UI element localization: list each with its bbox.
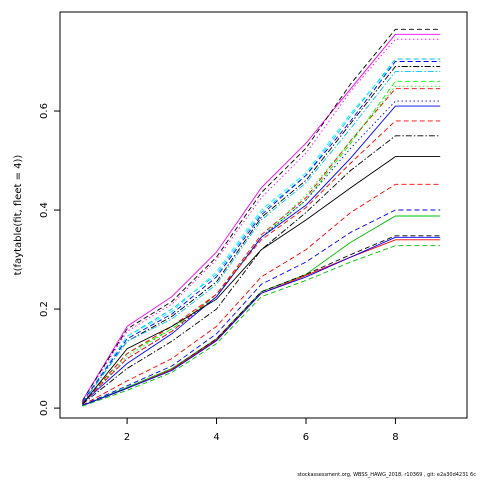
footnote: stockassessment.org, WBSS_HAWG_2018, r10… [297,472,476,478]
x-tick-label: 8 [392,432,398,443]
series-line-6 [82,61,441,403]
series-line-4 [82,58,441,403]
series-line-10 [82,88,441,404]
series-line-19 [82,215,441,407]
series-line-8 [82,70,441,404]
x-tick-label: 6 [303,432,309,443]
series-line-9 [82,80,441,404]
series-layer [82,28,441,407]
y-axis-title: t(faytable(fit, fleet = 4)) [13,155,24,276]
series-line-16 [82,156,441,405]
series-line-17 [82,183,441,406]
x-tick-label: 4 [213,432,219,443]
series-line-15 [82,135,441,405]
x-tick-label: 2 [124,432,130,443]
y-axis: 0.0 0.2 0.4 0.6 [39,103,60,416]
series-line-18 [82,209,441,406]
series-line-7 [82,66,441,404]
series-line-13 [82,105,441,404]
series-line-21 [82,239,441,407]
series-line-1 [82,33,441,401]
series-line-11 [82,85,441,404]
series-line-2 [82,28,441,401]
y-tick-label: 0.2 [39,301,50,317]
y-tick-label: 0.4 [39,202,50,218]
y-tick-label: 0.6 [39,103,50,119]
y-tick-label: 0.0 [39,400,50,416]
series-line-22 [82,236,441,407]
plot-frame [59,11,468,419]
x-axis: 2 4 6 8 [124,418,399,443]
series-line-14 [82,120,441,404]
series-line-5 [82,61,441,403]
